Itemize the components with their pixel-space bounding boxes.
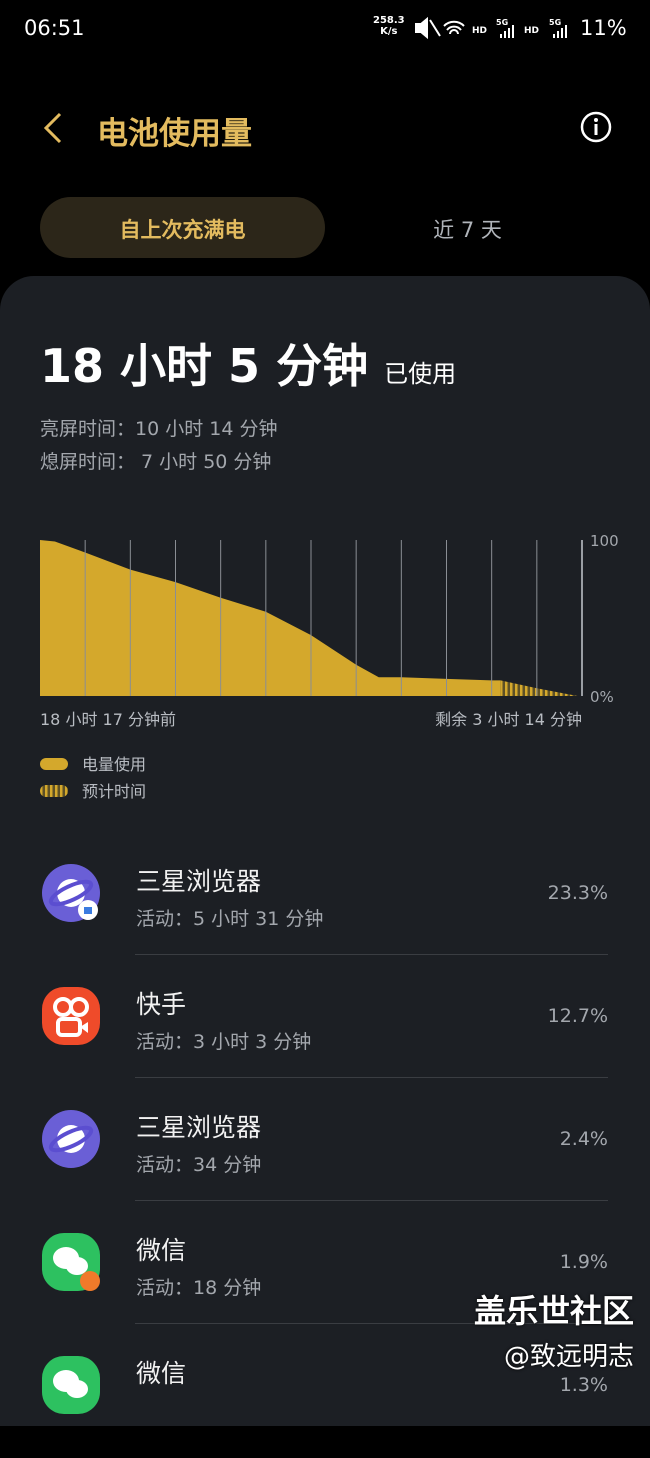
tab-label[interactable]: 近 7 天	[433, 218, 502, 242]
net-speed-value: 258.3	[373, 15, 405, 26]
net-speed: 258.3 K/s	[373, 15, 405, 37]
app-activity: 活动：18 分钟	[136, 1277, 262, 1299]
total-suffix: 已使用	[384, 360, 457, 388]
app-name: 三星浏览器	[136, 1113, 262, 1142]
legend-label: 预计时间	[82, 782, 146, 801]
app-percent: 1.9%	[559, 1251, 608, 1273]
watermark-author: @致远明志	[503, 1342, 634, 1372]
legend-label: 电量使用	[82, 755, 146, 774]
clock: 06:51	[24, 16, 85, 40]
app-percent: 1.3%	[559, 1374, 608, 1396]
net-speed-unit: K/s	[380, 26, 398, 37]
x-start-label: 18 小时 17 分钟前	[40, 710, 176, 729]
status-icons: HD 5G HD 5G	[415, 16, 567, 40]
divider	[135, 1077, 608, 1078]
battery-level: 11%	[580, 16, 627, 40]
signal-label: HD	[472, 26, 487, 36]
app-name: 快手	[136, 990, 187, 1019]
card	[0, 276, 650, 1426]
back-button[interactable]	[40, 110, 70, 146]
app-name: 微信	[136, 1236, 187, 1265]
screen-on-time: 亮屏时间：10 小时 14 分钟	[40, 418, 278, 440]
signal-icon	[500, 25, 514, 38]
y-tick-label: 100	[590, 532, 619, 550]
y-tick-label: 0%	[590, 688, 614, 706]
wifi-icon	[443, 20, 465, 35]
app-activity: 活动：34 分钟	[136, 1154, 262, 1176]
screen: 06:51 258.3 K/s HD 5G HD 5G 11% 电池使用量 自上次…	[0, 15, 650, 1426]
watermark-title: 盖乐世社区	[473, 1292, 634, 1330]
x-end-label: 剩余 3 小时 14 分钟	[435, 710, 582, 729]
app-percent: 2.4%	[559, 1128, 608, 1150]
tab-selected[interactable]	[40, 197, 325, 258]
signal-label: 5G	[496, 18, 508, 27]
legend-swatch	[40, 785, 68, 797]
mute-icon	[415, 16, 441, 40]
app-icon	[42, 1356, 100, 1414]
app-name: 微信	[136, 1359, 187, 1388]
app-icon	[42, 1233, 100, 1291]
projected-area	[500, 680, 578, 696]
divider	[135, 1200, 608, 1201]
signal-icon	[553, 25, 567, 38]
page-title: 电池使用量	[97, 116, 252, 152]
app-percent: 12.7%	[547, 1005, 608, 1027]
info-button[interactable]	[578, 109, 614, 145]
app-activity: 活动：5 小时 31 分钟	[136, 908, 324, 930]
total-usage: 18 小时 5 分钟 已使用	[40, 330, 456, 396]
app-icon	[42, 864, 100, 922]
app-percent: 23.3%	[547, 882, 608, 904]
signal-label: HD	[524, 26, 539, 36]
app-icon	[42, 1110, 100, 1168]
app-icon	[42, 987, 100, 1045]
divider	[135, 1323, 608, 1324]
usage-area	[40, 540, 501, 696]
signal-label: 5G	[549, 18, 561, 27]
screen-off-time: 熄屏时间： 7 小时 50 分钟	[40, 451, 272, 473]
tab-label[interactable]: 自上次充满电	[119, 218, 246, 242]
app-activity: 活动：3 小时 3 分钟	[136, 1031, 312, 1053]
app-name: 三星浏览器	[136, 867, 262, 896]
legend-swatch	[40, 758, 68, 770]
total-time: 18 小时 5 分钟	[40, 339, 369, 393]
divider	[135, 954, 608, 955]
